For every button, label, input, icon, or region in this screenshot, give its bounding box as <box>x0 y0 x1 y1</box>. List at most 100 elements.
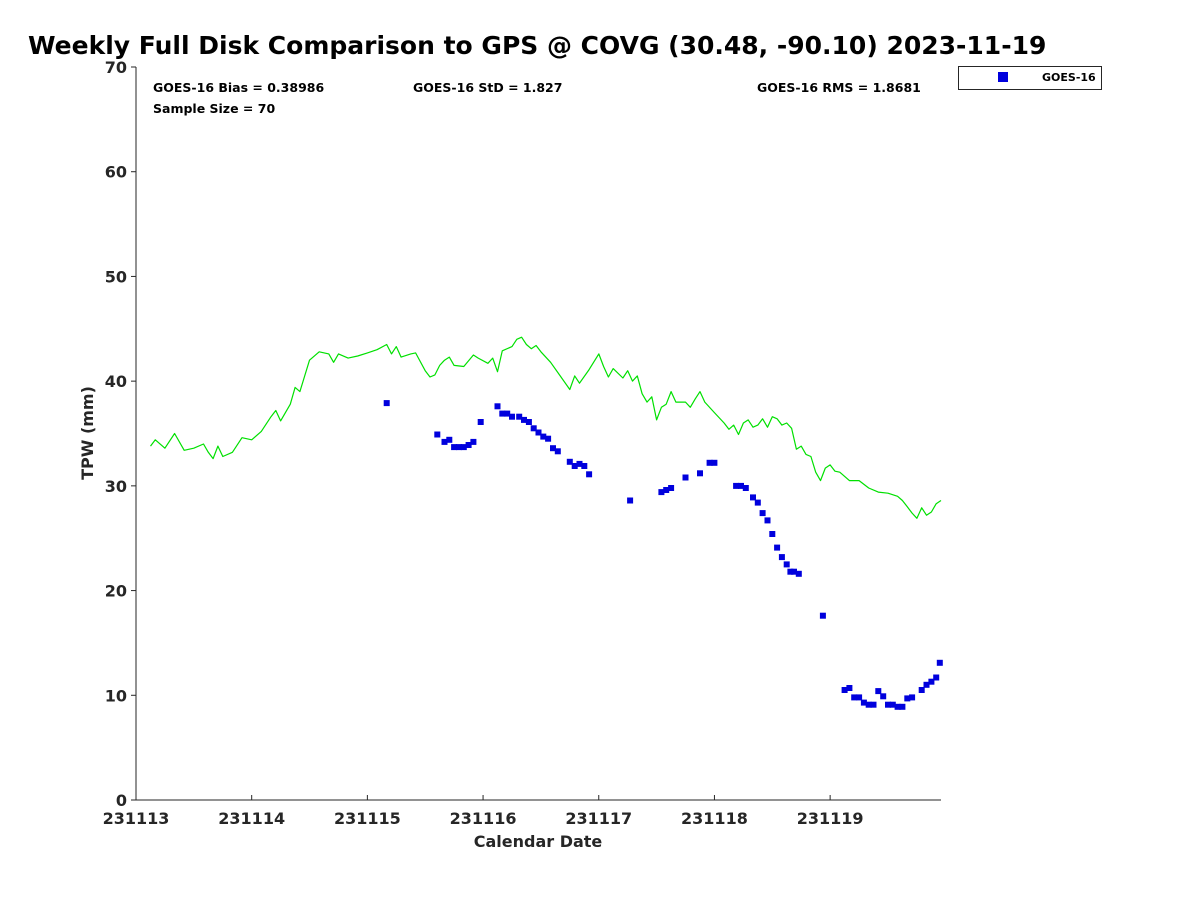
goes16-point <box>846 685 853 691</box>
goes16-point <box>525 419 532 425</box>
goes16-point <box>470 438 477 445</box>
goes16-point <box>899 703 906 710</box>
goes16-point <box>535 429 542 436</box>
x-ticks: 231113 231114 231115 231116 231117 231118 2311… <box>103 795 864 828</box>
goes16-point <box>477 419 484 425</box>
goes16-point <box>754 499 761 506</box>
sample-size-stat: Sample Size = 70 <box>153 101 275 116</box>
goes16-point <box>668 485 675 491</box>
goes16-point <box>465 442 472 448</box>
goes16-point <box>738 482 744 489</box>
x-tick-label: 231116 <box>450 809 517 828</box>
legend-box <box>958 66 1102 90</box>
goes16-point <box>851 694 858 701</box>
goes16-point <box>885 701 891 708</box>
y-tick-label: 70 <box>105 58 127 77</box>
x-axis-label: Calendar Date <box>474 832 603 851</box>
goes16-point <box>682 474 689 481</box>
stats-annotations: GOES-16 Bias = 0.38986 GOES-16 StD = 1.8… <box>153 80 921 116</box>
gps-series <box>150 336 942 519</box>
goes16-point <box>540 433 547 440</box>
goes16-point <box>516 413 523 420</box>
goes16-point <box>460 444 467 451</box>
legend-marker-goes16 <box>998 72 1008 82</box>
goes16-point <box>499 410 506 417</box>
goes16-point <box>889 701 896 708</box>
goes16-point <box>554 448 561 455</box>
gps-tpw-line <box>150 336 942 519</box>
goes16-point <box>759 510 766 517</box>
goes16-point <box>566 458 573 465</box>
goes16-point <box>545 435 552 442</box>
legend: GOES-16 <box>958 66 1102 90</box>
goes16-point <box>750 494 756 501</box>
goes16-point <box>663 487 670 493</box>
goes16-point <box>894 703 901 710</box>
goes16-point <box>576 460 583 467</box>
goes16-point <box>383 400 390 407</box>
std-stat: GOES-16 StD = 1.827 <box>413 80 562 95</box>
goes16-point <box>880 693 887 700</box>
y-tick-label: 10 <box>105 686 127 705</box>
goes16-point <box>819 612 826 619</box>
goes16-point <box>509 413 515 420</box>
y-ticks: 0 10 20 30 40 50 60 70 <box>105 58 136 810</box>
goes16-point <box>856 694 863 701</box>
goes16-point <box>530 425 537 432</box>
goes16-point <box>865 701 872 708</box>
goes16-point <box>697 470 703 477</box>
goes16-point <box>742 485 749 491</box>
goes16-point <box>909 694 916 701</box>
bias-stat: GOES-16 Bias = 0.38986 <box>153 80 324 95</box>
goes16-point <box>918 687 925 693</box>
goes16-point <box>774 544 781 551</box>
goes16-point <box>446 436 453 443</box>
goes16-point <box>550 445 556 452</box>
x-tick-label: 231113 <box>103 809 170 828</box>
goes16-point <box>441 438 448 445</box>
goes16-point <box>494 403 501 410</box>
y-axis-label: TPW (mm) <box>78 386 97 480</box>
legend-label-goes16: GOES-16 <box>1042 71 1096 84</box>
goes16-point <box>860 699 867 706</box>
goes16-point <box>434 431 441 438</box>
y-tick-label: 20 <box>105 582 127 601</box>
goes16-point <box>581 463 588 469</box>
goes16-point <box>928 678 935 685</box>
x-tick-label: 231117 <box>565 809 632 828</box>
x-tick-label: 231118 <box>681 809 748 828</box>
goes16-point <box>936 659 943 666</box>
goes16-point <box>627 497 634 504</box>
goes16-point <box>764 517 771 524</box>
y-tick-label: 60 <box>105 163 127 182</box>
goes16-point <box>711 459 718 466</box>
goes16-point <box>504 410 511 417</box>
y-tick-label: 40 <box>105 372 127 391</box>
goes16-point <box>658 489 665 496</box>
goes16-point <box>783 561 790 568</box>
goes16-point <box>923 681 930 688</box>
rms-stat: GOES-16 RMS = 1.8681 <box>757 80 921 95</box>
goes16-point <box>733 482 740 489</box>
goes16-point <box>870 701 877 708</box>
goes16-point <box>875 688 882 695</box>
x-tick-label: 231115 <box>334 809 401 828</box>
goes16-point <box>795 570 802 577</box>
chart-title: Weekly Full Disk Comparison to GPS @ COV… <box>28 31 1046 60</box>
goes16-point <box>769 531 776 537</box>
goes16-point <box>904 695 911 702</box>
goes16-point <box>451 444 458 451</box>
goes16-series <box>383 400 943 710</box>
goes16-point <box>586 471 593 478</box>
goes16-point <box>933 674 940 681</box>
goes16-point <box>791 568 797 575</box>
x-tick-label: 231114 <box>218 809 285 828</box>
goes16-point <box>787 568 794 575</box>
y-tick-label: 50 <box>105 267 127 286</box>
plot-axes <box>135 67 941 801</box>
y-tick-label: 0 <box>116 791 127 810</box>
goes16-point <box>841 687 848 693</box>
y-tick-label: 30 <box>105 477 127 496</box>
